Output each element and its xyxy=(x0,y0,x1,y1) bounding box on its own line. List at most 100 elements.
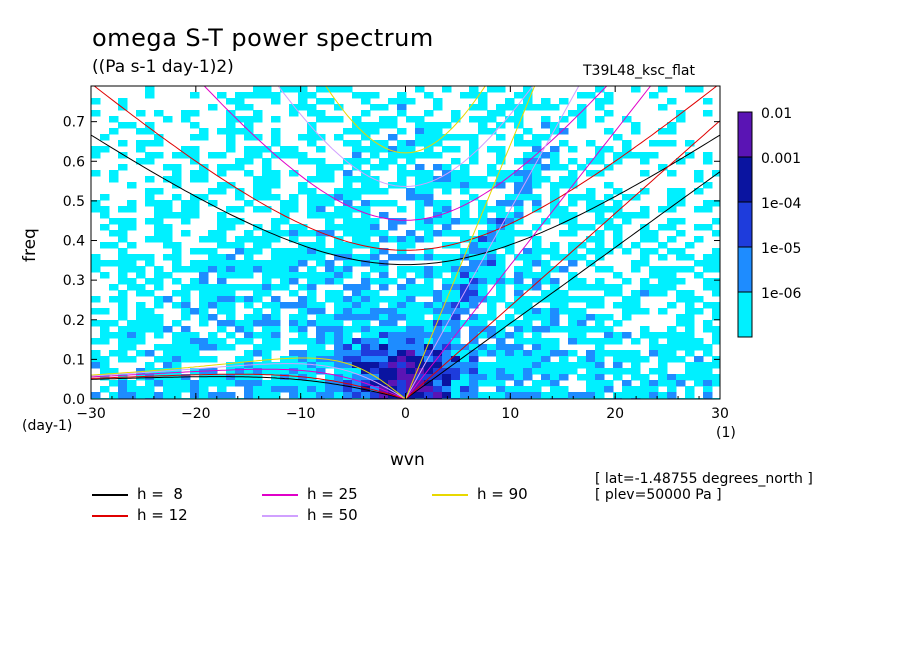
power-cell xyxy=(595,302,605,309)
power-cell xyxy=(559,386,569,393)
power-cell xyxy=(505,176,515,183)
power-cell xyxy=(568,272,578,279)
power-cell xyxy=(298,302,308,309)
power-cell xyxy=(190,266,200,273)
power-cell xyxy=(568,254,578,261)
x-tick-label: 20 xyxy=(606,406,624,422)
power-cell xyxy=(235,98,245,105)
power-cell xyxy=(460,248,470,255)
power-cell xyxy=(199,248,209,255)
power-cell xyxy=(424,224,434,231)
power-cell xyxy=(424,176,434,183)
power-cell xyxy=(550,374,560,381)
power-cell xyxy=(379,146,389,153)
power-cell xyxy=(694,338,704,345)
power-cell xyxy=(127,182,137,189)
power-cell xyxy=(514,344,524,351)
power-cell xyxy=(631,350,641,357)
power-cell xyxy=(604,218,614,225)
power-cell xyxy=(244,326,254,333)
power-cell xyxy=(604,332,614,339)
power-cell xyxy=(406,254,416,261)
power-cell xyxy=(496,356,506,363)
power-cell xyxy=(424,302,434,309)
power-cell xyxy=(244,170,254,177)
power-cell xyxy=(244,236,254,243)
power-cell xyxy=(469,194,479,201)
power-cell xyxy=(415,134,425,141)
power-cell xyxy=(541,176,551,183)
power-cell xyxy=(640,374,650,381)
power-cell xyxy=(415,266,425,273)
power-cell xyxy=(316,164,326,171)
power-cell xyxy=(469,290,479,297)
power-cell xyxy=(190,260,200,267)
power-cell xyxy=(226,254,236,261)
power-cell xyxy=(235,248,245,255)
power-cell xyxy=(343,332,353,339)
power-cell xyxy=(451,116,461,123)
power-cell xyxy=(361,218,371,225)
power-cell xyxy=(388,302,398,309)
power-cell xyxy=(550,128,560,135)
power-cell xyxy=(163,224,173,231)
power-cell xyxy=(424,170,434,177)
power-cell xyxy=(163,326,173,333)
power-cell xyxy=(496,254,506,261)
power-cell xyxy=(244,380,254,387)
power-cell xyxy=(622,332,632,339)
power-cell xyxy=(424,290,434,297)
power-cell xyxy=(217,230,227,237)
power-cell xyxy=(595,236,605,243)
power-cell xyxy=(307,176,317,183)
power-cell xyxy=(343,206,353,213)
power-cell xyxy=(667,200,677,207)
power-cell xyxy=(343,194,353,201)
power-cell xyxy=(469,284,479,291)
power-cell xyxy=(145,128,155,135)
power-cell xyxy=(487,380,497,387)
power-cell xyxy=(280,212,290,219)
power-cell xyxy=(343,272,353,279)
power-cell xyxy=(190,110,200,117)
rossby-curve-h90 xyxy=(91,357,406,399)
power-cell xyxy=(379,212,389,219)
kelvin-curve-h90 xyxy=(405,86,536,399)
power-cell xyxy=(487,206,497,213)
power-cell xyxy=(316,332,326,339)
power-cell xyxy=(397,368,407,375)
power-cell xyxy=(514,194,524,201)
power-cell xyxy=(154,320,164,327)
power-cell xyxy=(397,338,407,345)
power-cell xyxy=(586,296,596,303)
power-cell xyxy=(271,116,281,123)
power-cell xyxy=(658,350,668,357)
power-cell xyxy=(622,350,632,357)
power-cell xyxy=(226,206,236,213)
power-cell xyxy=(532,206,542,213)
power-cell xyxy=(91,266,101,273)
power-cell xyxy=(397,110,407,117)
power-cell xyxy=(208,344,218,351)
power-cell xyxy=(334,368,344,375)
power-cell xyxy=(451,260,461,267)
power-cell xyxy=(496,266,506,273)
power-cell xyxy=(622,278,632,285)
power-cell xyxy=(460,368,470,375)
power-cell xyxy=(91,254,101,261)
power-cell xyxy=(514,290,524,297)
power-cell xyxy=(577,254,587,261)
power-cell xyxy=(289,350,299,357)
power-cell xyxy=(379,248,389,255)
power-cell xyxy=(226,272,236,279)
power-cell xyxy=(307,248,317,255)
power-cell xyxy=(514,200,524,207)
power-cell xyxy=(100,368,110,375)
power-cell xyxy=(199,314,209,321)
power-cell xyxy=(703,158,713,165)
power-cell xyxy=(613,188,623,195)
power-cell xyxy=(370,146,380,153)
power-cell xyxy=(91,362,101,369)
power-cell xyxy=(424,182,434,189)
